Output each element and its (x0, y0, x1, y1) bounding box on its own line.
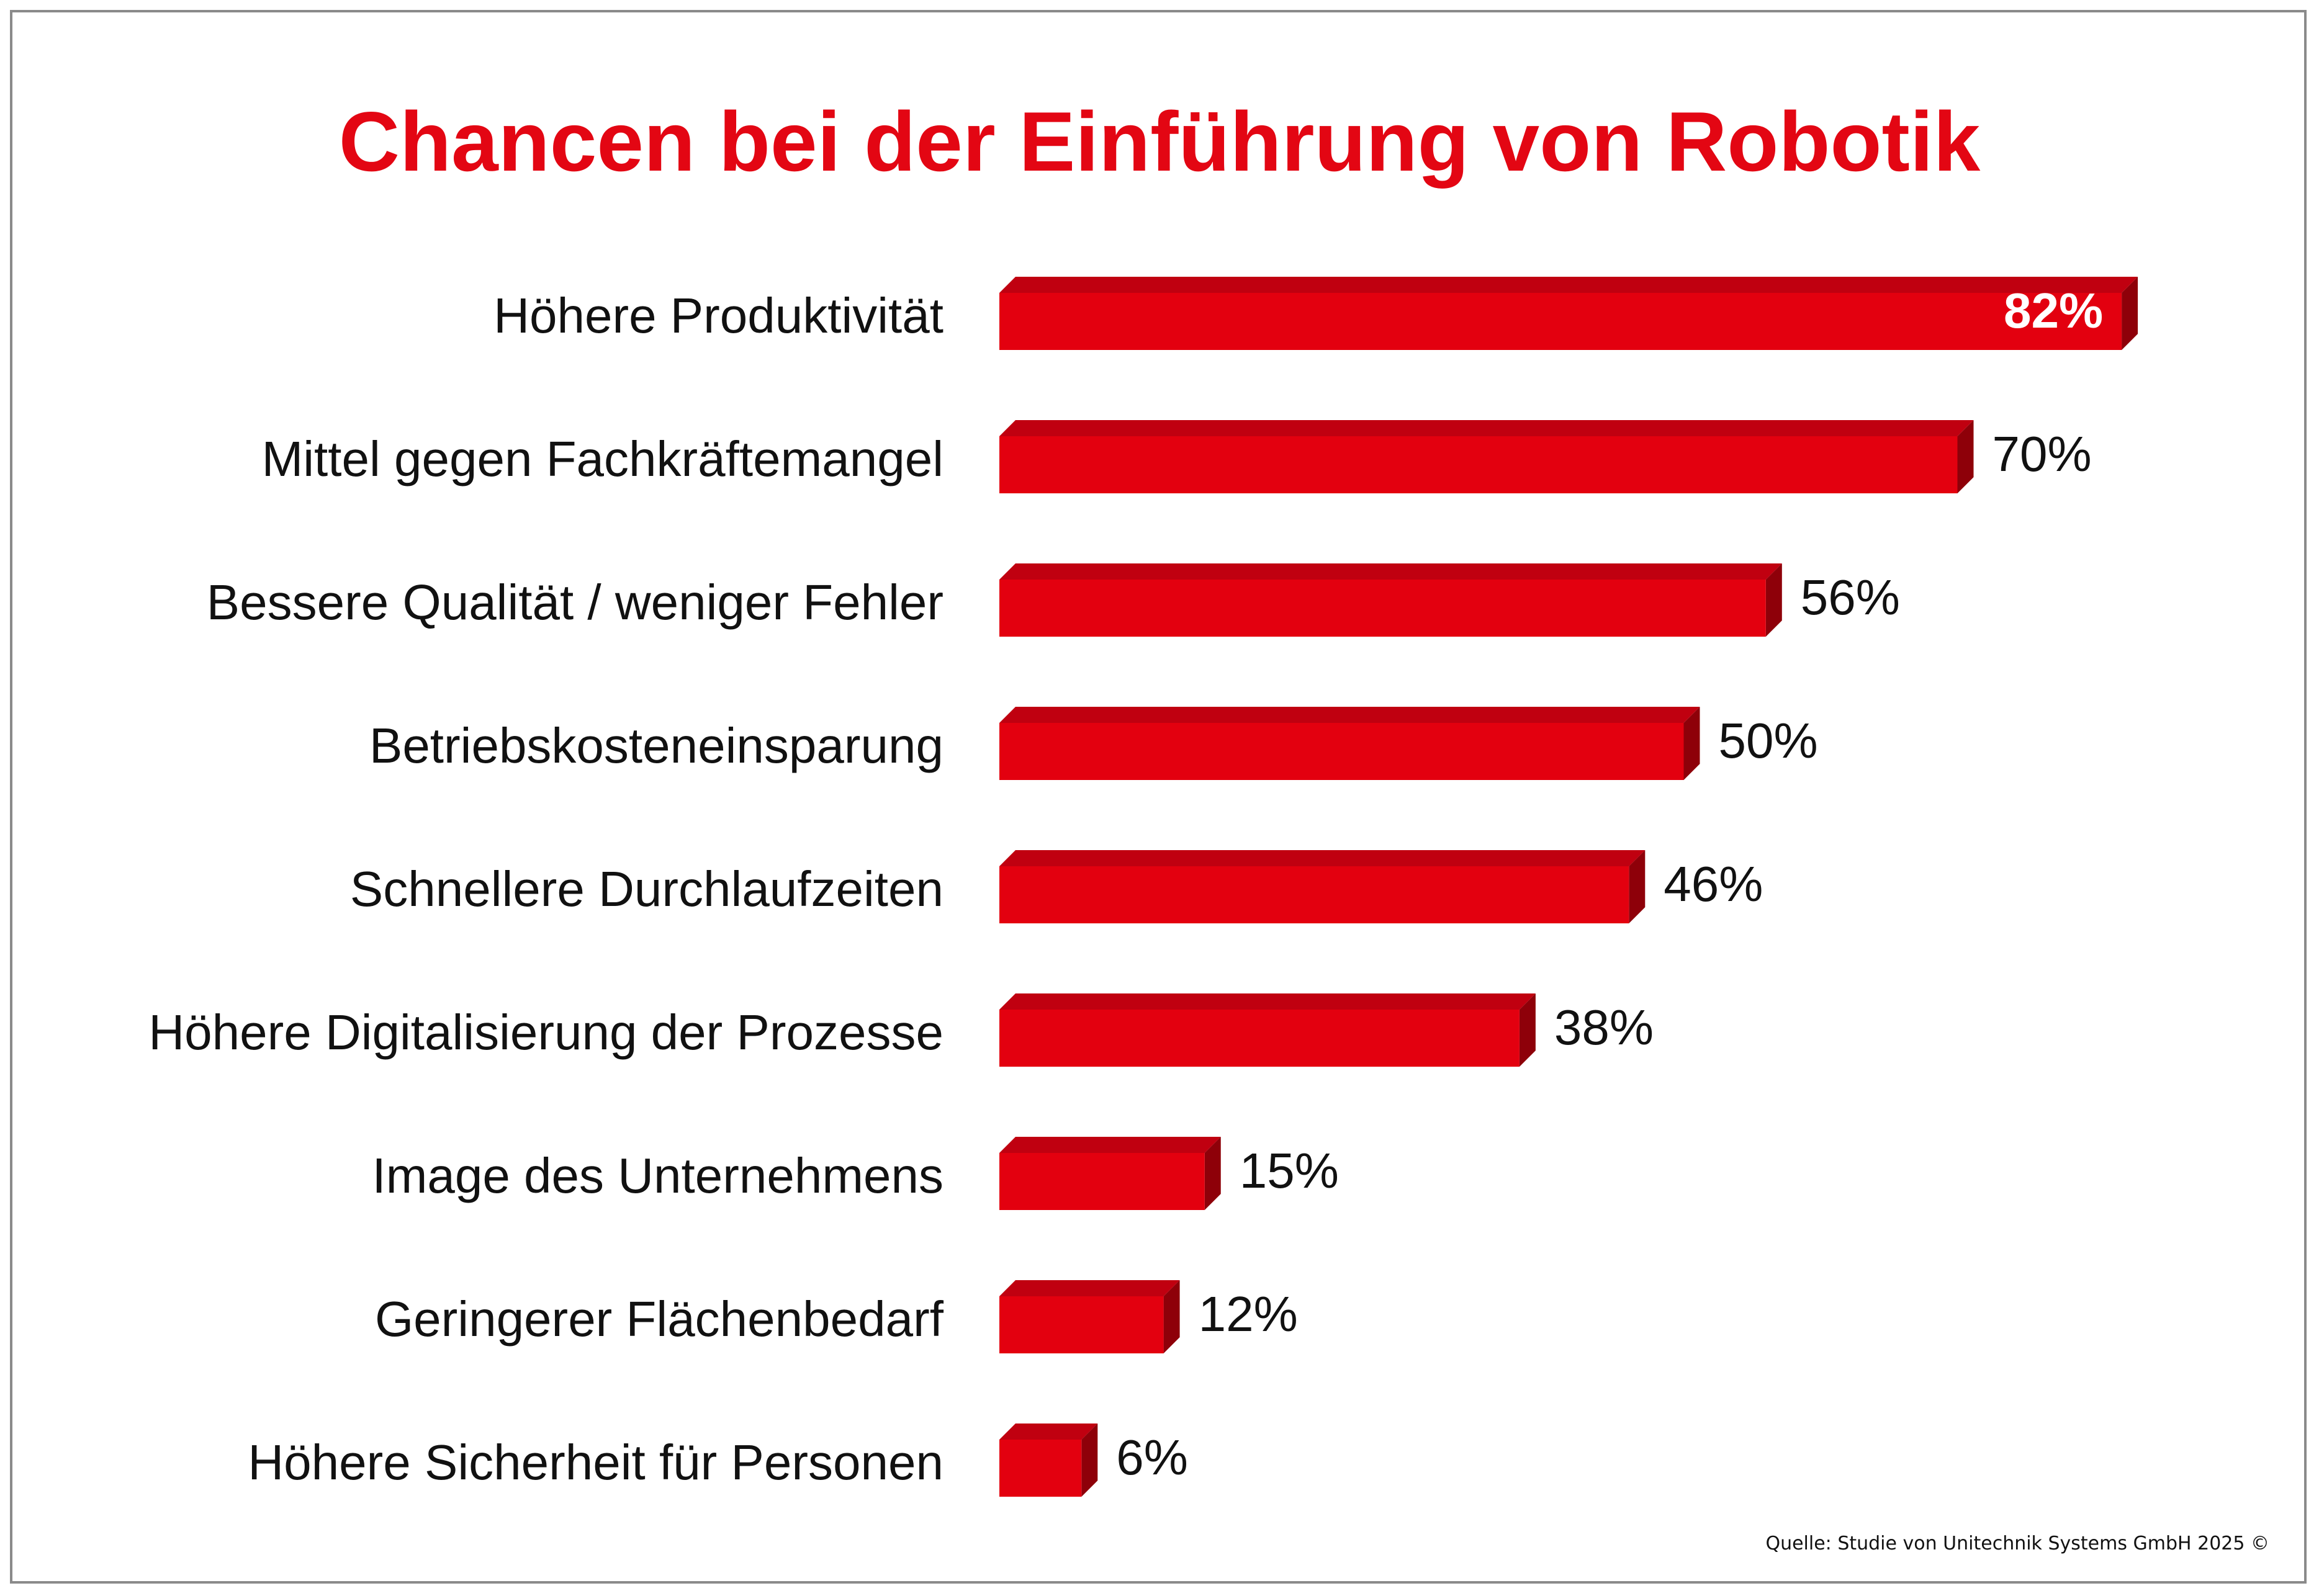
bar (999, 1153, 1205, 1210)
category-label: Geringerer Flächenbedarf (375, 1291, 944, 1347)
bar (999, 723, 1684, 780)
bar-side-face (1629, 850, 1646, 923)
bar-top-face (999, 850, 1646, 866)
bar-side-face (1765, 563, 1782, 637)
value-label: 82% (2004, 283, 2103, 338)
bar-side-face (1683, 707, 1700, 780)
category-label: Image des Unternehmens (372, 1148, 943, 1203)
bar-top-face (999, 1423, 1098, 1440)
bar (999, 1296, 1164, 1353)
value-label: 38% (1554, 1000, 1654, 1055)
bar (999, 866, 1629, 923)
bar-top-face (999, 707, 1700, 723)
source-note: Quelle: Studie von Unitechnik Systems Gm… (1765, 1533, 2269, 1554)
category-label: Bessere Qualität / weniger Fehler (207, 575, 943, 630)
bar-top-face (999, 277, 2138, 293)
value-label: 56% (1801, 570, 1900, 625)
category-label: Betriebskosteneinsparung (369, 718, 943, 773)
value-label: 12% (1199, 1286, 1298, 1342)
value-label: 50% (1719, 713, 1818, 768)
category-label: Mittel gegen Fachkräftemangel (262, 431, 943, 486)
bar-side-face (2122, 277, 2138, 350)
bar (999, 1440, 1082, 1497)
value-label: 6% (1116, 1430, 1188, 1485)
bar-top-face (999, 993, 1536, 1010)
bar-side-face (1519, 993, 1536, 1067)
bar-top-face (999, 1137, 1221, 1153)
bar-side-face (1957, 420, 1974, 493)
bar (999, 1010, 1520, 1067)
bar-side-face (1081, 1423, 1098, 1497)
bar-top-face (999, 563, 1782, 580)
bar-top-face (999, 1280, 1180, 1296)
bar (999, 293, 2122, 350)
category-label: Höhere Produktivität (493, 288, 943, 343)
value-label: 46% (1664, 856, 1763, 912)
category-label: Höhere Digitalisierung der Prozesse (148, 1005, 943, 1060)
chart-title: Chancen bei der Einführung von Robotik (338, 94, 1981, 189)
bar (999, 580, 1766, 637)
bar-top-face (999, 420, 1974, 436)
category-label: Schnellere Durchlaufzeiten (350, 861, 943, 917)
value-label: 15% (1240, 1143, 1339, 1198)
value-label: 70% (1993, 426, 2092, 482)
bar (999, 436, 1958, 493)
bar-side-face (1204, 1137, 1221, 1210)
category-label: Höhere Sicherheit für Personen (248, 1435, 943, 1490)
bar-side-face (1163, 1280, 1180, 1353)
